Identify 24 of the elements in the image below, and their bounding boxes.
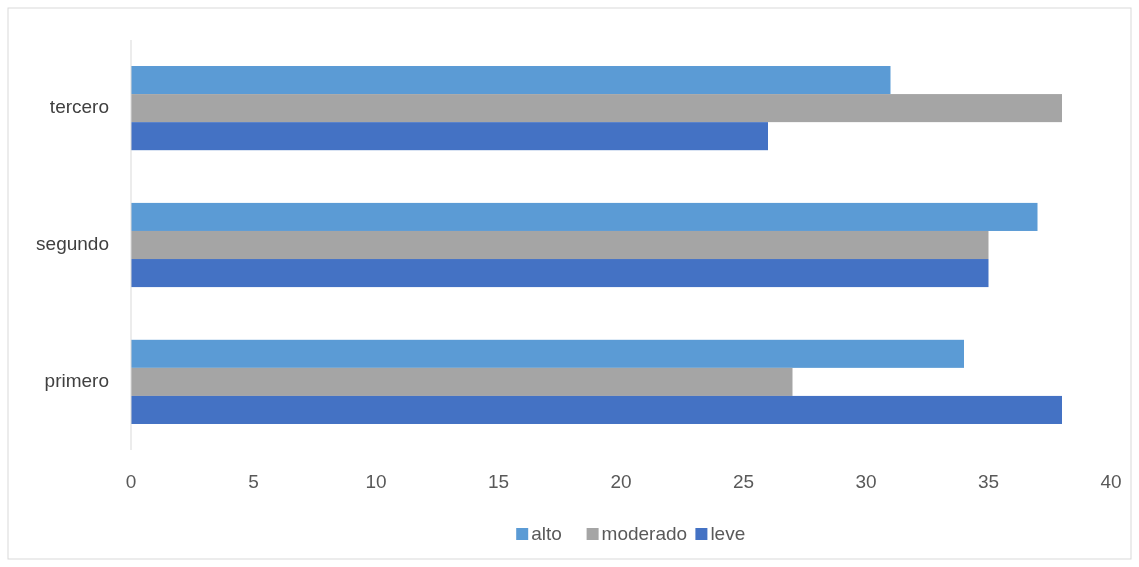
bar xyxy=(131,66,891,95)
legend-label: leve xyxy=(710,523,746,545)
x-tick-label: 40 xyxy=(1100,471,1122,492)
x-tick-label: 15 xyxy=(487,471,510,492)
x-tick-label: 0 xyxy=(125,471,137,492)
x-tick-label: 5 xyxy=(248,471,259,492)
x-tick-label: 20 xyxy=(610,471,632,492)
legend-label: alto xyxy=(531,523,562,545)
bar xyxy=(131,202,1038,231)
y-tick-label: primero xyxy=(44,369,109,391)
x-tick-label: 25 xyxy=(732,471,755,492)
bar xyxy=(131,395,1062,424)
legend-label: moderado xyxy=(601,523,688,545)
bar xyxy=(131,259,989,288)
bar xyxy=(131,367,793,396)
x-tick-label: 10 xyxy=(365,471,387,492)
y-tick-label: tercero xyxy=(49,96,109,118)
x-tick-label: 30 xyxy=(855,471,877,492)
x-tick-label: 35 xyxy=(977,471,1000,492)
bar xyxy=(131,230,989,260)
y-tick-label: segundo xyxy=(36,233,109,255)
bar xyxy=(131,94,1062,123)
bar xyxy=(131,339,964,368)
bar xyxy=(131,122,768,151)
